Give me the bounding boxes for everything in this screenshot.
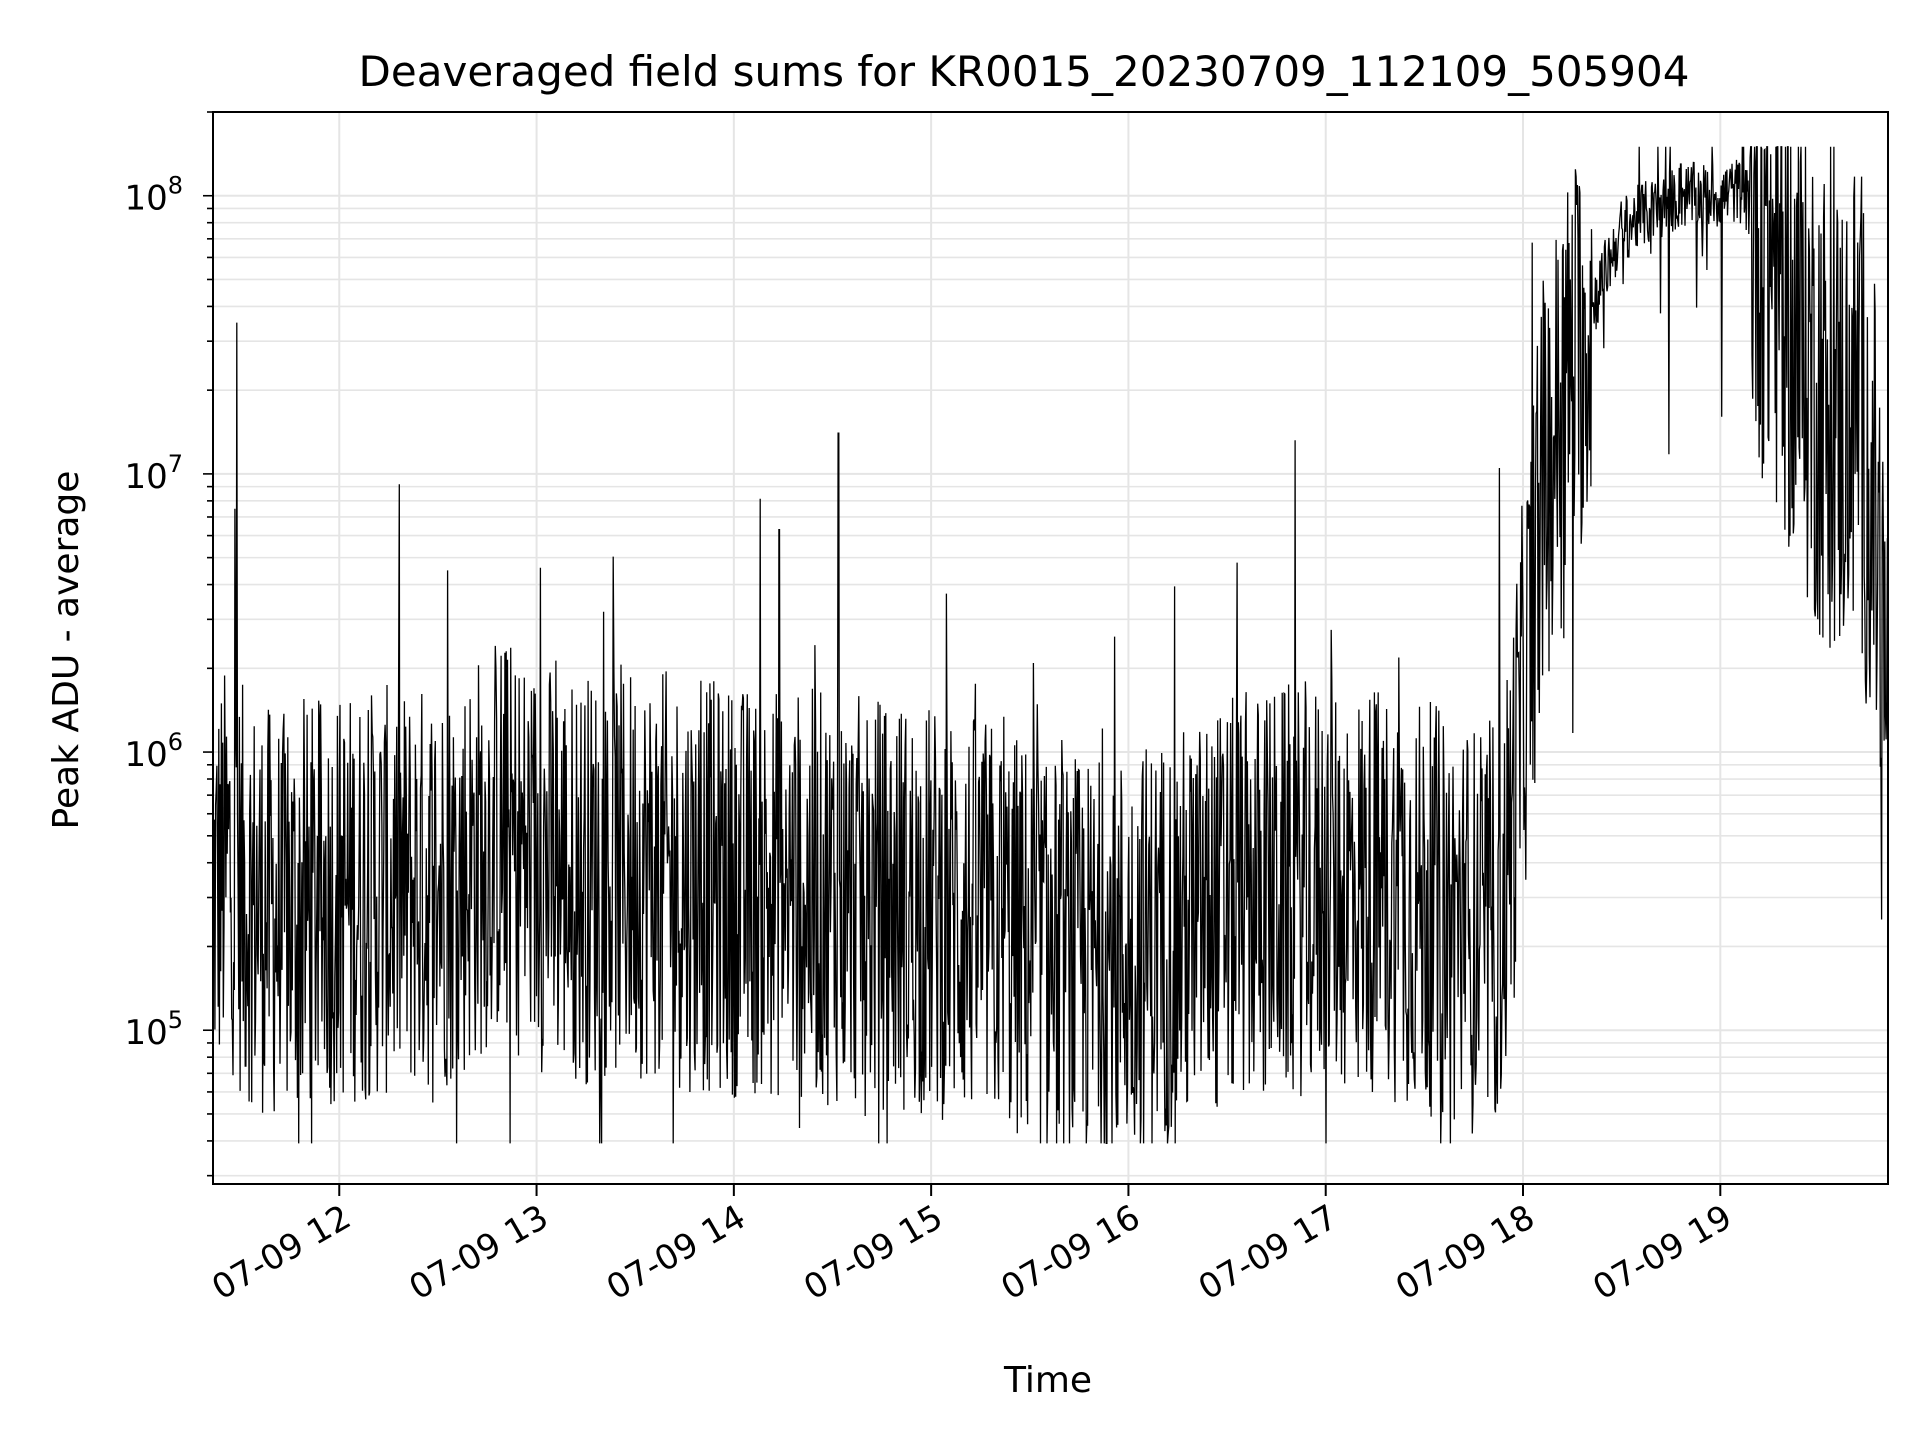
x-tick-label: 07-09 13 <box>403 1197 555 1308</box>
plot-area <box>212 146 1889 1145</box>
x-tick-label: 07-09 16 <box>995 1197 1147 1308</box>
series-line <box>212 146 1889 1145</box>
x-tick-label: 07-09 14 <box>600 1197 752 1308</box>
y-axis-label: Peak ADU - average <box>46 471 87 830</box>
x-axis-label: Time <box>1003 1360 1092 1401</box>
x-tick-label: 07-09 15 <box>797 1197 949 1308</box>
y-tick-label: 105 <box>124 1006 183 1053</box>
x-tick-label: 07-09 18 <box>1389 1197 1541 1308</box>
y-tick-label: 107 <box>124 450 183 497</box>
y-tick-label: 108 <box>124 172 183 219</box>
x-tick-label: 07-09 17 <box>1192 1197 1344 1308</box>
plot-frame <box>212 111 1889 1185</box>
x-tick-label: 07-09 12 <box>205 1197 357 1308</box>
x-tick-label: 07-09 19 <box>1586 1197 1738 1308</box>
chart-title: Deaveraged field sums for KR0015_2023070… <box>359 47 1690 96</box>
x-axis: 07-09 12 07-09 13 07-09 14 07-09 15 07-09 16… <box>205 1184 1739 1308</box>
y-tick-label: 106 <box>124 728 183 775</box>
y-axis: 105 106 107 108 <box>124 111 213 1177</box>
